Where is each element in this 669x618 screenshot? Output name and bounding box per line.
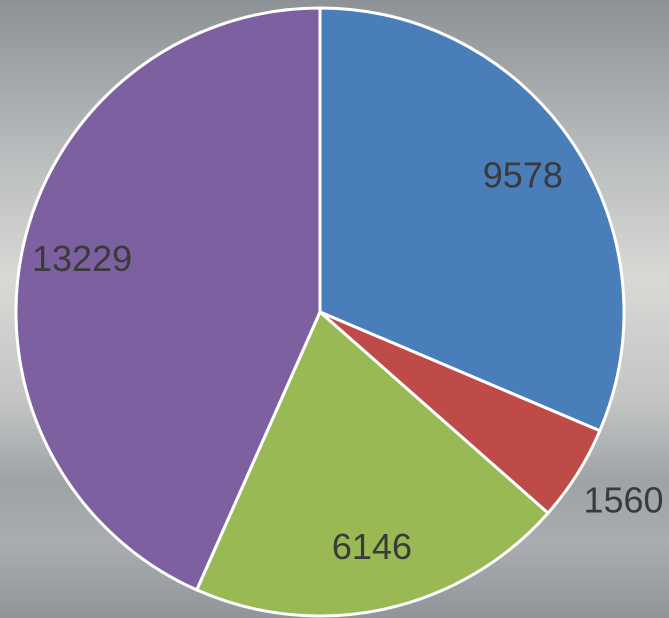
data-label: 6146 bbox=[332, 526, 412, 567]
page: 95781560614613229 (() => { const data = … bbox=[0, 0, 669, 618]
chart: 9578 1560 6146 13229 bbox=[0, 0, 669, 618]
data-label: 9578 bbox=[483, 154, 563, 195]
data-label: 13229 bbox=[32, 238, 132, 279]
data-label: 1560 bbox=[583, 480, 663, 521]
